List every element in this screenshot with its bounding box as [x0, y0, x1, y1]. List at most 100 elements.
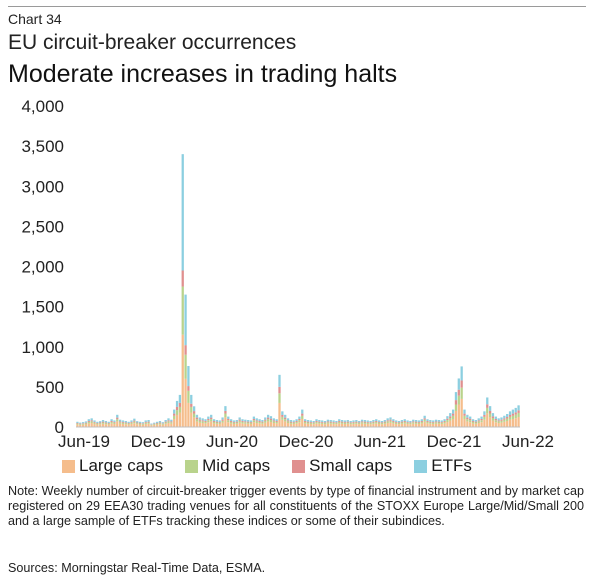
bar-segment — [426, 419, 429, 421]
bar-segment — [454, 410, 458, 427]
bar-segment — [184, 378, 187, 427]
bar-segment — [190, 406, 193, 413]
bar-segment — [360, 419, 364, 422]
bar-segment — [406, 423, 409, 427]
bar-segment — [266, 419, 270, 422]
bar-segment — [409, 424, 412, 427]
bar-segment — [392, 423, 395, 427]
bar-segment — [292, 420, 295, 422]
bar-segment — [229, 420, 233, 422]
bar-segment — [443, 421, 446, 424]
bar-segment — [252, 416, 256, 419]
bar-segment — [429, 423, 432, 427]
bar-segment — [212, 419, 216, 421]
bar-segment — [338, 423, 341, 427]
bar-segment — [144, 422, 147, 424]
bar-segment — [295, 421, 298, 424]
bar-segment — [113, 421, 116, 423]
bar-segment — [429, 422, 432, 424]
bar-segment — [258, 421, 261, 424]
bar-segment — [358, 423, 361, 425]
bar-segment — [466, 419, 469, 422]
bar-segment — [170, 419, 173, 422]
bar-segment — [284, 421, 287, 427]
bar-segment — [386, 421, 389, 423]
bar-segment — [252, 420, 256, 423]
bar-segment — [494, 418, 497, 421]
bar-segment — [309, 423, 312, 427]
bar-segment — [281, 414, 284, 417]
bar-segment — [352, 421, 355, 423]
bar-segment — [471, 420, 475, 422]
bar-segment — [255, 420, 258, 422]
bar-segment — [99, 424, 102, 427]
bar-segment — [414, 423, 418, 427]
bar-segment — [420, 423, 423, 427]
bar-segment — [446, 420, 449, 423]
bar-segment — [181, 154, 184, 271]
bar-segment — [244, 421, 247, 423]
bar-segment — [298, 420, 301, 423]
bar-segment — [432, 421, 435, 423]
bar-segment — [278, 402, 281, 427]
bar-segment — [488, 406, 492, 411]
bar-segment — [107, 423, 110, 425]
bar-segment — [295, 420, 298, 422]
bar-segment — [221, 422, 224, 427]
bar-segment — [167, 422, 170, 427]
bar-segment — [466, 417, 469, 420]
bar-segment — [312, 424, 315, 427]
bar-segment — [377, 423, 381, 427]
bar-segment — [155, 423, 159, 425]
bar-segment — [329, 423, 332, 427]
bar-segment — [483, 419, 486, 427]
bar-segment — [136, 423, 139, 425]
bar-segment — [181, 270, 184, 287]
bar-segment — [192, 406, 196, 412]
bar-segment — [118, 423, 122, 427]
bar-segment — [483, 411, 486, 415]
bar-segment — [486, 404, 489, 408]
bar-segment — [301, 415, 304, 419]
bar-segment — [204, 419, 207, 421]
y-axis: 4,000 3,500 3,000 2,500 2,000 1,500 1,000 500 0 — [21, 97, 64, 437]
bar-segment — [434, 423, 438, 427]
bar-segment — [508, 414, 512, 417]
bar-segment — [306, 423, 310, 427]
bar-segment — [204, 423, 207, 427]
bar-segment — [309, 422, 312, 424]
bar-segment — [474, 421, 478, 423]
bar-segment — [261, 422, 264, 424]
bar-segment — [167, 420, 170, 422]
bar-segment — [511, 418, 515, 427]
bar-segment — [477, 422, 480, 427]
bar-segment — [141, 424, 145, 427]
bar-segment — [511, 409, 515, 414]
bar-segment — [517, 412, 520, 417]
bar-segment — [306, 420, 310, 422]
bar-segment — [303, 421, 307, 424]
bar-segment — [249, 423, 253, 427]
bar-segment — [190, 394, 193, 404]
bar-segment — [400, 423, 404, 427]
bar-segment — [198, 422, 201, 427]
bar-segment — [87, 420, 90, 422]
bar-segment — [303, 420, 307, 422]
bar-segment — [423, 418, 426, 420]
bar-segment — [204, 420, 207, 422]
bar-segment — [301, 413, 304, 416]
bar-segment — [218, 423, 221, 427]
bar-segment — [332, 422, 335, 424]
bar-segment — [210, 421, 213, 427]
bar-segment — [366, 423, 369, 427]
bar-segment — [298, 416, 301, 419]
bar-segment — [437, 420, 441, 422]
bar-segment — [432, 420, 435, 422]
bar-segment — [412, 419, 415, 422]
bar-segment — [269, 418, 273, 421]
bar-segment — [118, 419, 122, 422]
bar-segment — [227, 422, 230, 427]
bar-segment — [417, 423, 421, 427]
bar-segment — [238, 419, 241, 421]
bar-segment — [321, 422, 324, 424]
